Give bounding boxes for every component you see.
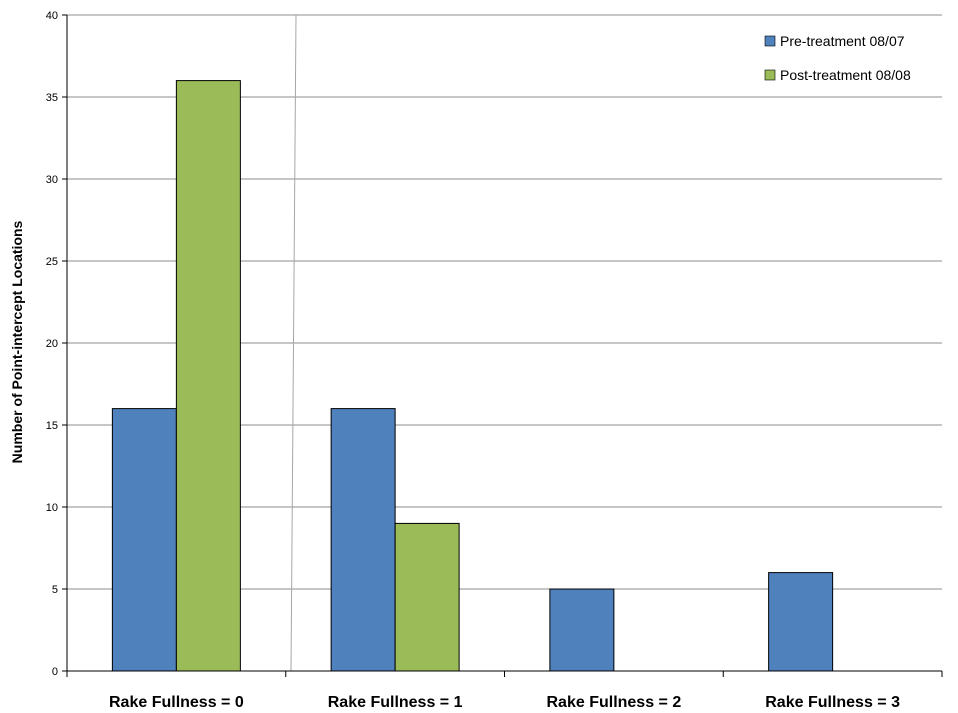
bar <box>175 80 241 672</box>
y-tick-label: 30 <box>46 174 58 186</box>
bar <box>394 522 460 672</box>
vertical-divider <box>290 14 297 672</box>
bars <box>111 80 834 672</box>
bar <box>111 408 177 672</box>
bar <box>549 588 615 672</box>
axes <box>66 15 943 677</box>
x-category-label: Rake Fullness = 3 <box>765 694 900 711</box>
x-category-label: Rake Fullness = 2 <box>547 694 682 711</box>
legend-swatch <box>764 69 776 81</box>
y-tick-labels: 0 5 10 15 20 25 30 35 40 <box>46 10 58 678</box>
y-tick-label: 10 <box>46 502 58 514</box>
y-tick-label: 0 <box>52 666 58 678</box>
y-axis-title: Number of Point-intercept Locations <box>9 220 25 463</box>
legend: Pre-treatment 08/07 Post-treatment 08/08 <box>764 33 911 83</box>
y-tick-label: 35 <box>46 92 58 104</box>
y-tick-label: 5 <box>52 584 58 596</box>
y-tick-label: 25 <box>46 256 58 268</box>
legend-label: Post-treatment 08/08 <box>780 67 911 83</box>
y-tick-label: 15 <box>46 420 58 432</box>
bar <box>330 408 396 672</box>
y-tick-label: 20 <box>46 338 58 350</box>
x-category-labels: Rake Fullness = 0 Rake Fullness = 1 Rake F… <box>109 694 900 711</box>
legend-swatch <box>764 35 776 47</box>
x-category-label: Rake Fullness = 1 <box>328 694 463 711</box>
y-tick-label: 40 <box>46 10 58 22</box>
x-category-label: Rake Fullness = 0 <box>109 694 244 711</box>
bar <box>768 572 834 672</box>
legend-label: Pre-treatment 08/07 <box>780 33 905 49</box>
